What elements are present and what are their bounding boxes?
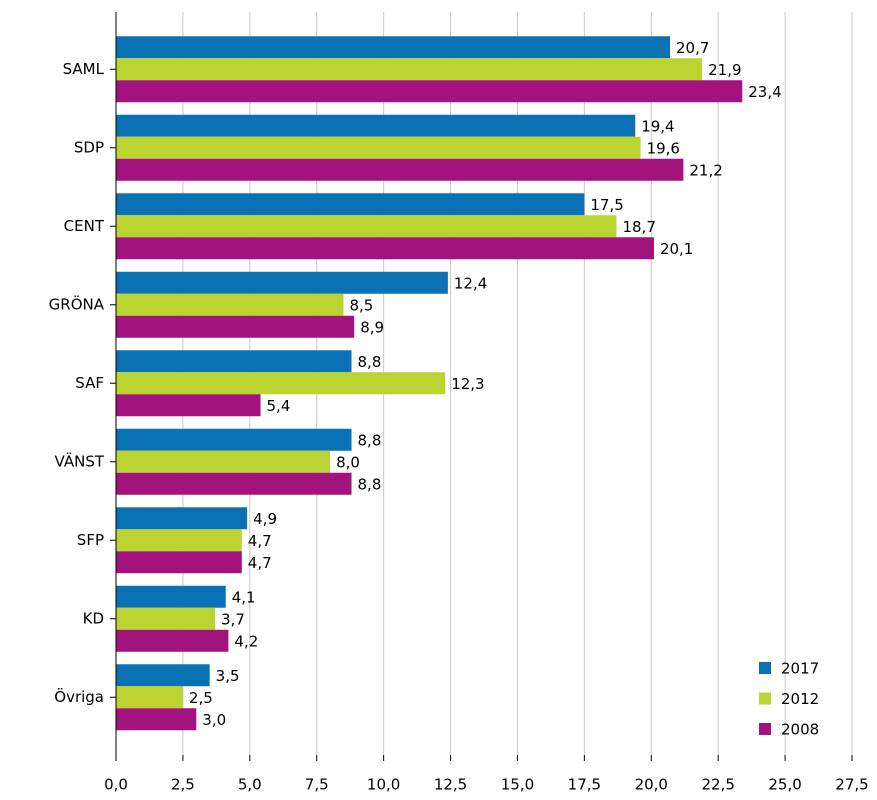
value-label: 21,9	[708, 61, 741, 79]
value-label: 20,1	[660, 240, 693, 258]
bar	[116, 664, 210, 687]
bar	[116, 450, 331, 473]
x-tick-label: 2,5	[171, 776, 195, 794]
x-tick-label: 20,0	[635, 776, 668, 794]
value-label: 18,7	[622, 218, 655, 236]
bar	[116, 394, 261, 417]
x-tick-label: 15,0	[501, 776, 534, 794]
bar	[116, 271, 448, 294]
legend-label: 2008	[781, 721, 819, 739]
x-tick-label: 25,0	[768, 776, 801, 794]
x-tick-label: 7,5	[305, 776, 329, 794]
value-label: 4,7	[248, 554, 272, 572]
value-label: 23,4	[748, 83, 781, 101]
y-tick-label: KD	[83, 609, 104, 627]
value-label: 4,9	[253, 510, 277, 528]
y-tick-label: VÄNST	[55, 451, 105, 470]
bar	[116, 36, 671, 59]
legend-label: 2012	[781, 690, 819, 708]
value-label: 3,0	[202, 711, 226, 729]
value-label: 8,9	[360, 318, 384, 336]
bar	[116, 551, 242, 574]
bar	[116, 58, 703, 81]
value-label: 8,8	[358, 431, 382, 449]
bar	[116, 237, 654, 260]
y-tick-label: CENT	[64, 217, 105, 235]
bar	[116, 529, 242, 552]
bar	[116, 215, 617, 238]
bar	[116, 158, 684, 181]
value-label: 19,6	[647, 139, 680, 157]
bar	[116, 315, 355, 338]
y-tick-label: SAML	[63, 60, 105, 78]
x-tick-label: 5,0	[238, 776, 262, 794]
bar	[116, 136, 641, 159]
value-label: 8,0	[336, 453, 360, 471]
y-tick-label: SAF	[75, 374, 104, 392]
x-tick-label: 27,5	[835, 776, 868, 794]
bar	[116, 629, 229, 652]
value-label: 3,7	[221, 610, 245, 628]
bar	[116, 114, 636, 137]
bar	[116, 607, 216, 630]
bar	[116, 293, 344, 316]
value-label: 4,1	[232, 588, 256, 606]
value-label: 20,7	[676, 39, 709, 57]
bar	[116, 585, 226, 608]
value-label: 4,7	[248, 532, 272, 550]
value-label: 8,8	[358, 475, 382, 493]
bar	[116, 193, 585, 216]
y-tick-label: GRÖNA	[49, 294, 105, 313]
bar	[116, 507, 248, 530]
x-tick-label: 10,0	[367, 776, 400, 794]
y-tick-label: SDP	[74, 138, 104, 156]
value-label: 21,2	[689, 161, 722, 179]
value-label: 4,2	[234, 632, 258, 650]
legend-swatch	[759, 692, 771, 705]
x-tick-label: 22,5	[701, 776, 734, 794]
bar	[116, 686, 183, 709]
value-label: 8,8	[358, 353, 382, 371]
value-label: 17,5	[590, 196, 623, 214]
value-label: 8,5	[349, 296, 373, 314]
x-tick-label: 0,0	[104, 776, 128, 794]
value-label: 3,5	[216, 667, 240, 685]
x-tick-label: 17,5	[568, 776, 601, 794]
bar	[116, 708, 197, 731]
value-label: 19,4	[641, 117, 674, 135]
value-label: 2,5	[189, 689, 213, 707]
x-tick-label: 12,5	[434, 776, 467, 794]
legend-label: 2017	[781, 660, 819, 678]
bar	[116, 372, 446, 395]
bar	[116, 350, 352, 373]
bar	[116, 428, 352, 451]
value-label: 12,3	[451, 375, 484, 393]
bar	[116, 472, 352, 495]
value-label: 12,4	[454, 274, 487, 292]
value-label: 5,4	[267, 397, 291, 415]
bar	[116, 80, 743, 103]
y-tick-label: Övriga	[54, 687, 104, 706]
legend-swatch	[759, 723, 771, 735]
legend-swatch	[759, 662, 771, 674]
y-tick-label: SFP	[77, 531, 104, 549]
